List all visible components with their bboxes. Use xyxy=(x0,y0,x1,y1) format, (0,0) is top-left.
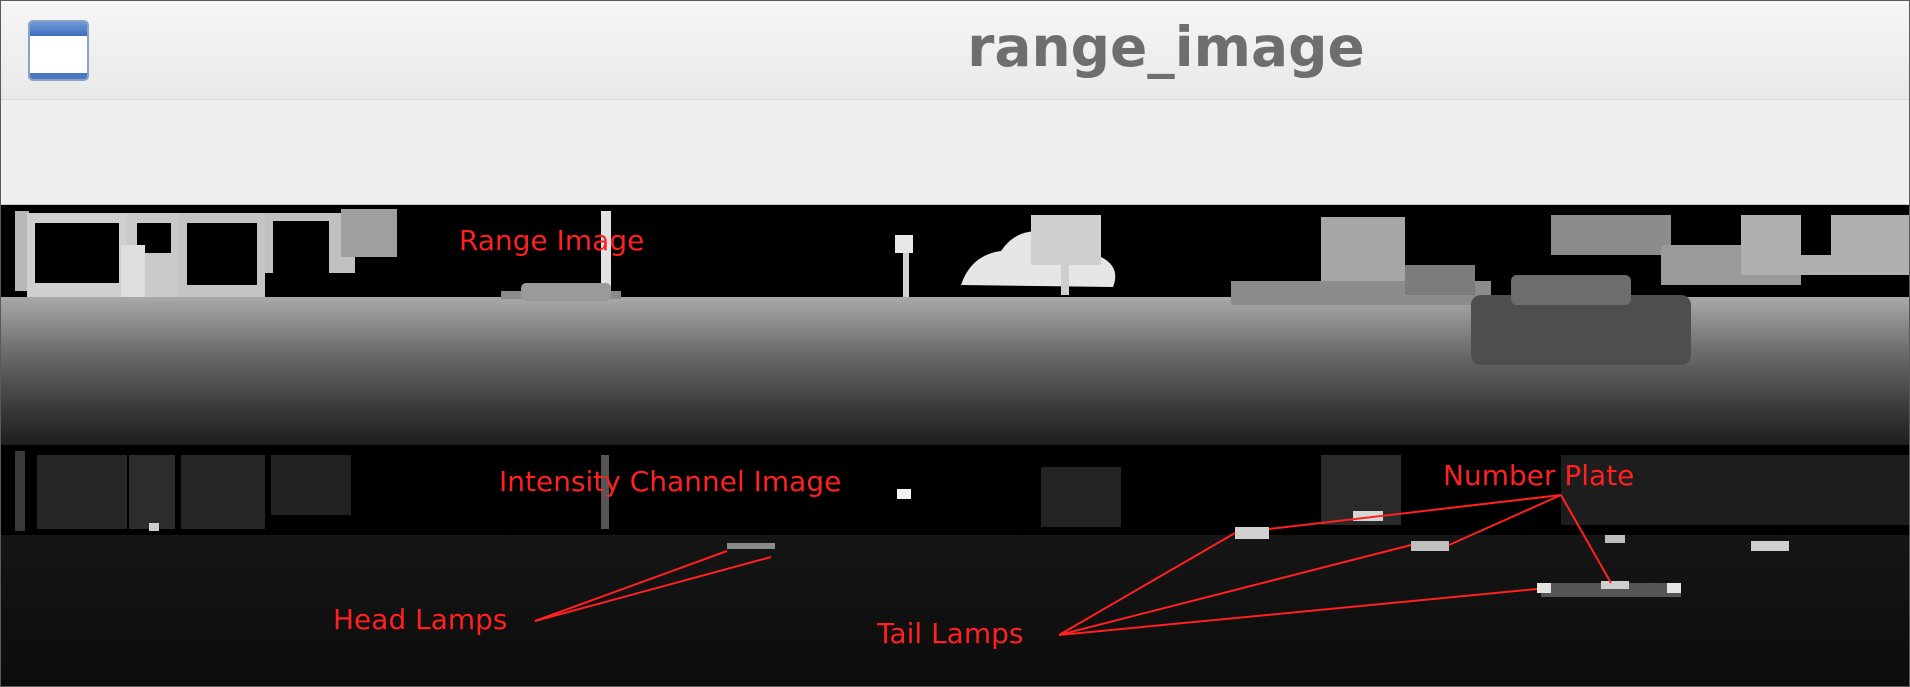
annotation-lines xyxy=(534,494,1612,636)
label-head-lamps: Head Lamps xyxy=(333,603,508,636)
lidar-image: Range Image Intensity Channel Image Numb… xyxy=(1,205,1909,686)
label-range-image: Range Image xyxy=(459,224,644,257)
label-number-plate: Number Plate xyxy=(1443,459,1634,492)
window-app-icon[interactable] xyxy=(28,20,89,81)
title-bar[interactable]: range_image xyxy=(1,1,1909,100)
label-intensity-channel-image: Intensity Channel Image xyxy=(499,465,841,498)
range-image-panel xyxy=(1,205,1909,445)
image-canvas[interactable]: Range Image Intensity Channel Image Numb… xyxy=(1,205,1909,686)
intensity-image-panel xyxy=(1,445,1909,686)
label-tail-lamps: Tail Lamps xyxy=(876,617,1023,650)
window-title: range_image xyxy=(967,15,1365,79)
toolbar-area xyxy=(1,100,1909,205)
